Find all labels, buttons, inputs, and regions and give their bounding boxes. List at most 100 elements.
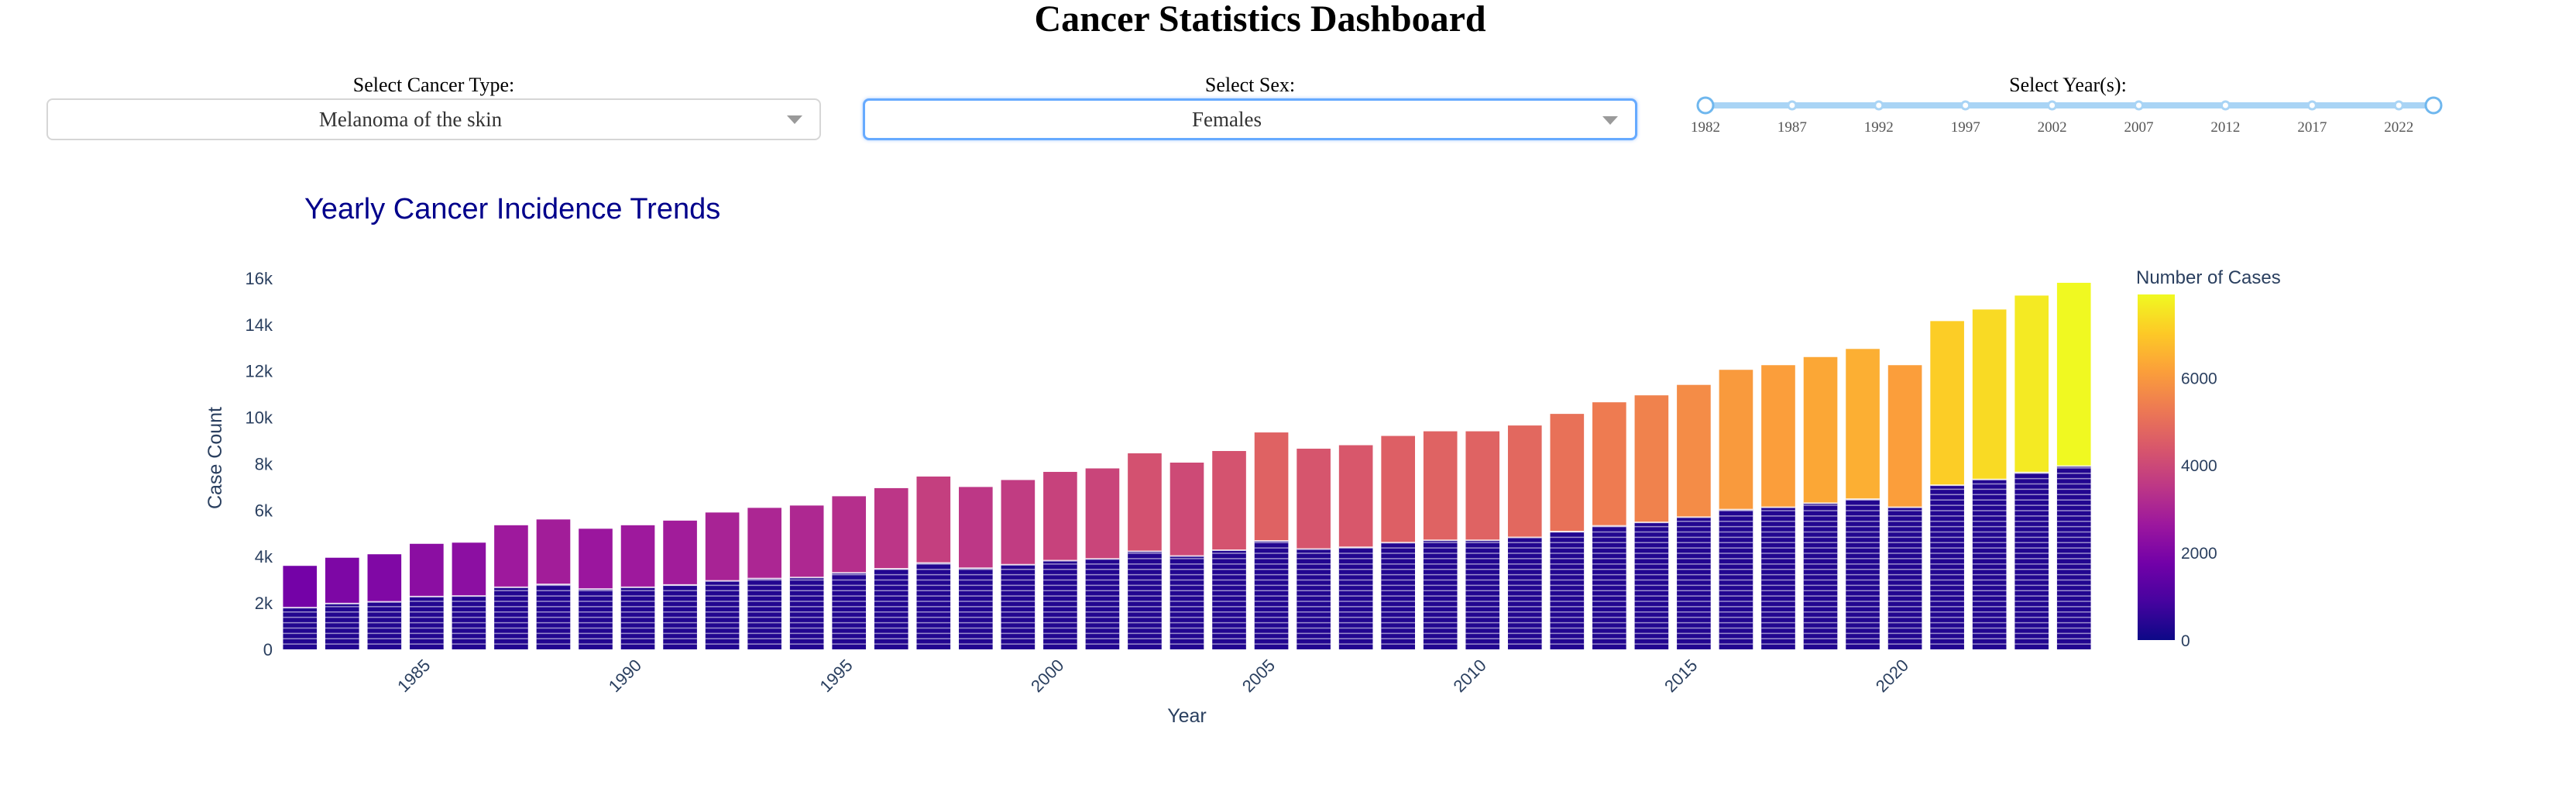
bar-segment-upper[interactable] bbox=[1887, 365, 1922, 508]
slider-mark-dot[interactable] bbox=[1960, 100, 1971, 111]
bar-segment-upper[interactable] bbox=[1001, 480, 1036, 565]
bar-segment-upper[interactable] bbox=[410, 543, 444, 597]
bar-segment-lower[interactable] bbox=[959, 568, 993, 649]
x-tick-label: 2015 bbox=[1661, 656, 1701, 696]
bar-segment-lower[interactable] bbox=[1128, 551, 1162, 649]
bar-segment-lower[interactable] bbox=[1592, 525, 1626, 649]
bar-segment-upper[interactable] bbox=[325, 557, 359, 604]
slider-mark-dot[interactable] bbox=[1787, 100, 1798, 111]
colorbar-tick-label: 2000 bbox=[2181, 545, 2217, 563]
slider-mark-dot[interactable] bbox=[2134, 100, 2145, 111]
bar-segment-upper[interactable] bbox=[832, 496, 867, 573]
year-range-slider[interactable]: 1982 1987 1992 1997 2002 2007 2012 2017 2022 bbox=[1677, 84, 2451, 153]
bar-segment-upper[interactable] bbox=[1212, 451, 1246, 551]
chevron-down-icon[interactable] bbox=[1602, 116, 1618, 125]
bar-segment-upper[interactable] bbox=[705, 512, 740, 581]
bar-segment-upper[interactable] bbox=[1677, 384, 1711, 518]
bar-segment-upper[interactable] bbox=[452, 542, 486, 597]
bar-segment-lower[interactable] bbox=[1507, 537, 1542, 649]
slider-mark-dot[interactable] bbox=[2393, 100, 2404, 111]
bar-segment-lower[interactable] bbox=[1338, 547, 1373, 649]
cancer-type-label: Select Cancer Type: bbox=[352, 74, 515, 96]
bar-segment-upper[interactable] bbox=[916, 476, 951, 563]
bar-segment-lower[interactable] bbox=[325, 603, 359, 649]
bar-segment-upper[interactable] bbox=[283, 566, 318, 608]
slider-mark-label: 2002 bbox=[2038, 119, 2067, 136]
x-axis-label: Year bbox=[1167, 705, 1207, 727]
bar-segment-upper[interactable] bbox=[494, 525, 528, 587]
y-tick-label: 14k bbox=[246, 315, 273, 335]
year-label: Select Year(s): bbox=[2009, 74, 2127, 96]
bar-segment-upper[interactable] bbox=[1507, 425, 1542, 538]
bar-segment-lower[interactable] bbox=[832, 573, 867, 649]
y-tick-label: 6k bbox=[255, 501, 273, 520]
bar-segment-upper[interactable] bbox=[1254, 432, 1289, 542]
bar-segment-lower[interactable] bbox=[1930, 485, 1964, 649]
bar-segment-upper[interactable] bbox=[1043, 471, 1077, 561]
chevron-down-icon[interactable] bbox=[787, 115, 802, 124]
slider-mark-dot[interactable] bbox=[2047, 100, 2058, 111]
bar-segment-upper[interactable] bbox=[1592, 402, 1626, 526]
bar-segment-lower[interactable] bbox=[2056, 466, 2091, 649]
x-tick-label: 2000 bbox=[1027, 656, 1067, 696]
slider-mark-label: 1997 bbox=[1951, 119, 1980, 136]
bar-segment-lower[interactable] bbox=[1170, 556, 1204, 649]
bar-segment-upper[interactable] bbox=[1972, 309, 2007, 480]
bar-segment-upper[interactable] bbox=[1381, 435, 1415, 543]
bar-segment-lower[interactable] bbox=[367, 601, 402, 649]
bar-segment-upper[interactable] bbox=[536, 519, 571, 585]
bar-segment-upper[interactable] bbox=[367, 554, 402, 602]
bar-segment-upper[interactable] bbox=[1128, 453, 1162, 552]
bar-segment-upper[interactable] bbox=[1085, 468, 1120, 559]
bar-segment-lower[interactable] bbox=[789, 577, 824, 649]
bar-segment-upper[interactable] bbox=[579, 528, 613, 590]
bar-segment-upper[interactable] bbox=[1761, 365, 1795, 508]
bar-segment-upper[interactable] bbox=[2014, 295, 2049, 473]
bar-segment-upper[interactable] bbox=[1719, 370, 1753, 510]
bar-segment-upper[interactable] bbox=[1297, 449, 1331, 549]
slider-handle-end[interactable] bbox=[2424, 96, 2443, 115]
bar-segment-upper[interactable] bbox=[874, 487, 908, 569]
y-tick-label: 0 bbox=[263, 640, 273, 659]
cancer-type-dropdown[interactable]: Melanoma of the skin bbox=[46, 98, 821, 140]
bar-segment-lower[interactable] bbox=[705, 580, 740, 649]
bar-segment-upper[interactable] bbox=[663, 520, 697, 585]
bar-segment-lower[interactable] bbox=[1677, 517, 1711, 649]
bar-segment-lower[interactable] bbox=[1212, 550, 1246, 649]
y-tick-label: 2k bbox=[255, 594, 273, 613]
bar-segment-lower[interactable] bbox=[2014, 472, 2049, 649]
bar-segment-upper[interactable] bbox=[959, 487, 993, 569]
bar-segment-upper[interactable] bbox=[1930, 321, 1964, 486]
bar-segment-upper[interactable] bbox=[1423, 431, 1458, 541]
bar-segment-upper[interactable] bbox=[1803, 356, 1838, 504]
bar-segment-lower[interactable] bbox=[1043, 560, 1077, 649]
bar-segment-lower[interactable] bbox=[494, 587, 528, 649]
bar-segment-lower[interactable] bbox=[874, 568, 908, 649]
y-tick-label: 4k bbox=[255, 547, 273, 566]
bar-segment-lower[interactable] bbox=[1887, 507, 1922, 649]
sex-dropdown[interactable]: Females bbox=[863, 98, 1637, 140]
colorbar-tick-label: 4000 bbox=[2181, 457, 2217, 475]
bar-segment-upper[interactable] bbox=[747, 508, 781, 579]
bar-segment-upper[interactable] bbox=[1170, 462, 1204, 556]
bar-segment-upper[interactable] bbox=[1634, 395, 1669, 523]
bar-segment-upper[interactable] bbox=[789, 505, 824, 578]
bar-segment-upper[interactable] bbox=[1550, 414, 1585, 532]
bar-segment-upper[interactable] bbox=[2056, 282, 2091, 466]
bar-segment-upper[interactable] bbox=[620, 525, 655, 587]
slider-handle-start[interactable] bbox=[1696, 96, 1715, 115]
bar-segment-lower[interactable] bbox=[579, 589, 613, 649]
bar-segment-upper[interactable] bbox=[1465, 431, 1500, 541]
slider-mark-dot[interactable] bbox=[2220, 100, 2231, 111]
sex-value: Females bbox=[1192, 107, 1262, 131]
bar-segment-lower[interactable] bbox=[1803, 503, 1838, 649]
bar-segment-lower[interactable] bbox=[1297, 549, 1331, 649]
bar-segment-lower[interactable] bbox=[1761, 507, 1795, 649]
bar-segment-lower[interactable] bbox=[620, 587, 655, 649]
slider-mark-dot[interactable] bbox=[2306, 100, 2317, 111]
x-tick-label: 2020 bbox=[1872, 656, 1912, 696]
bar-segment-lower[interactable] bbox=[1085, 559, 1120, 649]
bar-segment-upper[interactable] bbox=[1846, 349, 1880, 500]
slider-mark-dot[interactable] bbox=[1874, 100, 1884, 111]
bar-segment-upper[interactable] bbox=[1338, 445, 1373, 548]
